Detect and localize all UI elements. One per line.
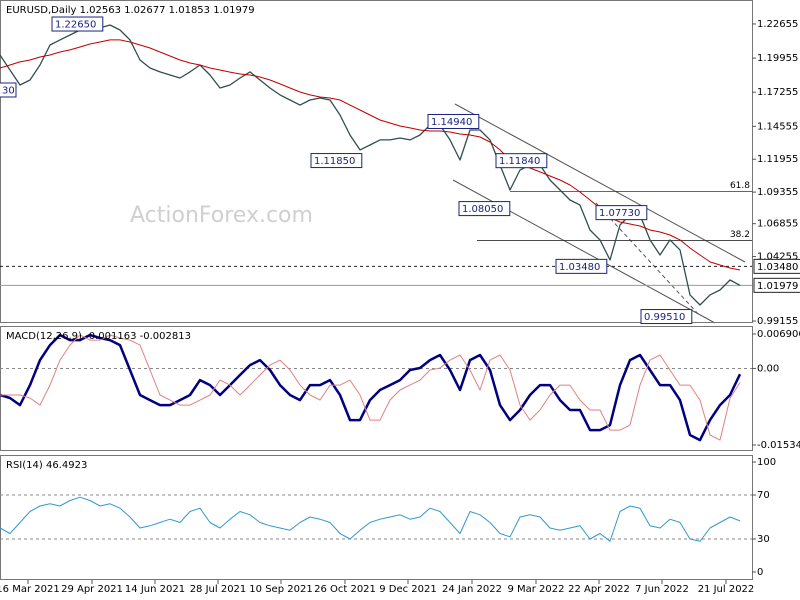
panel-title: MACD(12,26,9) -0.001163 -0.002813 (6, 331, 191, 342)
y-tick-label: 1.04255 (757, 252, 798, 263)
price-annotation: 1.07730 (599, 208, 640, 219)
y-tick-label: 1.14555 (757, 121, 798, 132)
x-tick-label: 21 Jul 2022 (698, 584, 755, 595)
fib-label: 38.2 (730, 230, 750, 240)
y-tick-label: 0.00 (757, 363, 779, 374)
y-tick-label: -0.015348 (757, 440, 800, 451)
price-annotation-box (640, 309, 693, 325)
y-tick-label: 1.11955 (757, 154, 798, 165)
y-tick-label: 0.99155 (757, 316, 798, 327)
panel-frame (0, 326, 753, 451)
price-annotation-box (555, 258, 608, 274)
x-tick-label: 9 Dec 2021 (379, 584, 437, 595)
channel-upper (454, 103, 746, 263)
y-tick-label: 0.006906 (757, 329, 800, 340)
watermark: ActionForex.com (130, 203, 313, 228)
y-tick-label: 70 (757, 490, 770, 501)
price-level-box (753, 258, 800, 274)
price-annotation-box (595, 205, 648, 221)
price-level-box (753, 277, 800, 293)
y-tick-label: 30 (757, 534, 770, 545)
edge-label-box (0, 82, 17, 98)
price-annotation: 1.08050 (462, 204, 503, 215)
panel-title: RSI(14) 46.4923 (6, 460, 87, 471)
price-annotation: 1.14940 (431, 117, 472, 128)
x-tick-label: 29 Apr 2021 (61, 584, 123, 595)
price-annotation: 1.03480 (559, 262, 600, 273)
series-line (0, 496, 741, 542)
x-tick-label: 7 Jun 2022 (635, 584, 689, 595)
x-tick-label: 28 Jul 2021 (190, 584, 247, 595)
x-tick-label: 26 Oct 2021 (314, 584, 376, 595)
x-tick-label: 22 Apr 2022 (568, 584, 630, 595)
x-tick-label: 9 Mar 2022 (507, 584, 564, 595)
x-tick-label: 24 Jan 2022 (442, 584, 502, 595)
y-tick-label: 100 (757, 457, 776, 468)
edge-label: 30 (2, 86, 15, 97)
price-annotation-box (51, 16, 104, 32)
y-tick-label: 1.22655 (757, 19, 798, 30)
price-level-label: 1.01979 (757, 281, 798, 292)
y-tick-label: 1.06855 (757, 219, 798, 230)
price-annotation: 1.22650 (55, 20, 96, 31)
series-line (0, 39, 741, 271)
y-tick-label: 0 (757, 567, 763, 578)
price-annotation: 1.11840 (499, 156, 540, 167)
panel-title: EURUSD,Daily 1.02563 1.02677 1.01853 1.0… (6, 5, 255, 16)
series-line (0, 334, 741, 441)
channel-mid (595, 202, 701, 317)
panel-frame (0, 0, 753, 323)
x-tick-label: 14 Jun 2021 (125, 584, 185, 595)
panel-frame (0, 455, 753, 580)
price-annotation-box (427, 113, 480, 129)
price-annotation-box (495, 153, 548, 169)
price-annotation-box (458, 201, 511, 217)
price-level-label: 1.03480 (757, 262, 798, 273)
price-annotation-box (310, 153, 363, 169)
price-annotation: 1.11850 (314, 156, 355, 167)
x-tick-label: 10 Sep 2021 (249, 584, 312, 595)
y-tick-label: 1.19955 (757, 53, 798, 64)
series-line (0, 333, 742, 442)
y-tick-label: 1.17255 (757, 87, 798, 98)
y-tick-label: 1.09355 (757, 187, 798, 198)
series-line (0, 21, 741, 306)
x-tick-label: 16 Mar 2021 (0, 584, 60, 595)
price-annotation: 0.99510 (644, 312, 685, 323)
fib-label: 61.8 (730, 181, 750, 191)
